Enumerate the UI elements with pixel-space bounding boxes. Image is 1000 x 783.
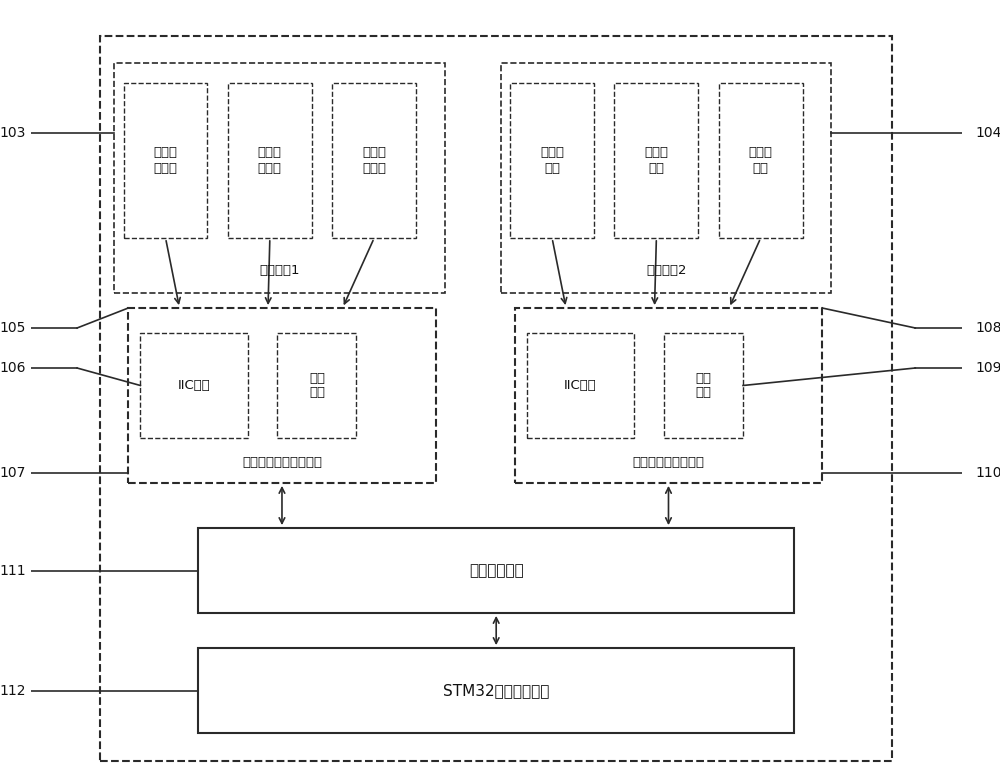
- Bar: [332, 83, 416, 238]
- Text: 光照传
感器: 光照传 感器: [540, 146, 564, 175]
- Text: 传感器组2: 传感器组2: [646, 265, 686, 277]
- Text: IIC接口: IIC接口: [178, 379, 210, 392]
- Text: 光照传
感器: 光照传 感器: [644, 146, 668, 175]
- Text: 温湿度
传感器: 温湿度 传感器: [362, 146, 386, 175]
- Bar: [228, 83, 312, 238]
- Text: 106: 106: [0, 361, 26, 375]
- Text: 105: 105: [0, 321, 26, 335]
- Text: 103: 103: [0, 126, 26, 140]
- Bar: [510, 83, 594, 238]
- Text: 温湿度
传感器: 温湿度 传感器: [258, 146, 282, 175]
- Text: 温湿度传感器驱动模块: 温湿度传感器驱动模块: [242, 456, 322, 470]
- Text: 112: 112: [0, 684, 26, 698]
- Text: 驱动
程序: 驱动 程序: [309, 371, 325, 399]
- Text: 110: 110: [976, 466, 1000, 480]
- Bar: [277, 333, 356, 438]
- Text: 光照传感器驱动模块: 光照传感器驱动模块: [632, 456, 704, 470]
- Bar: [719, 83, 803, 238]
- Text: 数据处理模块: 数据处理模块: [469, 563, 524, 578]
- Text: 108: 108: [976, 321, 1000, 335]
- Text: 温湿度
传感器: 温湿度 传感器: [154, 146, 178, 175]
- Bar: [515, 308, 822, 483]
- Bar: [527, 333, 634, 438]
- Bar: [198, 648, 794, 733]
- Bar: [100, 36, 892, 761]
- Text: 传感器组1: 传感器组1: [259, 265, 300, 277]
- Text: 107: 107: [0, 466, 26, 480]
- Text: STM32微控制器模块: STM32微控制器模块: [443, 683, 549, 698]
- Bar: [614, 83, 698, 238]
- Text: 109: 109: [976, 361, 1000, 375]
- Bar: [114, 63, 445, 293]
- Text: 104: 104: [976, 126, 1000, 140]
- Text: 驱动
程序: 驱动 程序: [695, 371, 711, 399]
- Bar: [198, 528, 794, 613]
- Bar: [128, 308, 436, 483]
- Bar: [501, 63, 831, 293]
- Text: 111: 111: [0, 564, 26, 578]
- Text: IIC接口: IIC接口: [564, 379, 597, 392]
- Bar: [124, 83, 207, 238]
- Bar: [140, 333, 248, 438]
- Bar: [664, 333, 743, 438]
- Text: 光照传
感器: 光照传 感器: [749, 146, 773, 175]
